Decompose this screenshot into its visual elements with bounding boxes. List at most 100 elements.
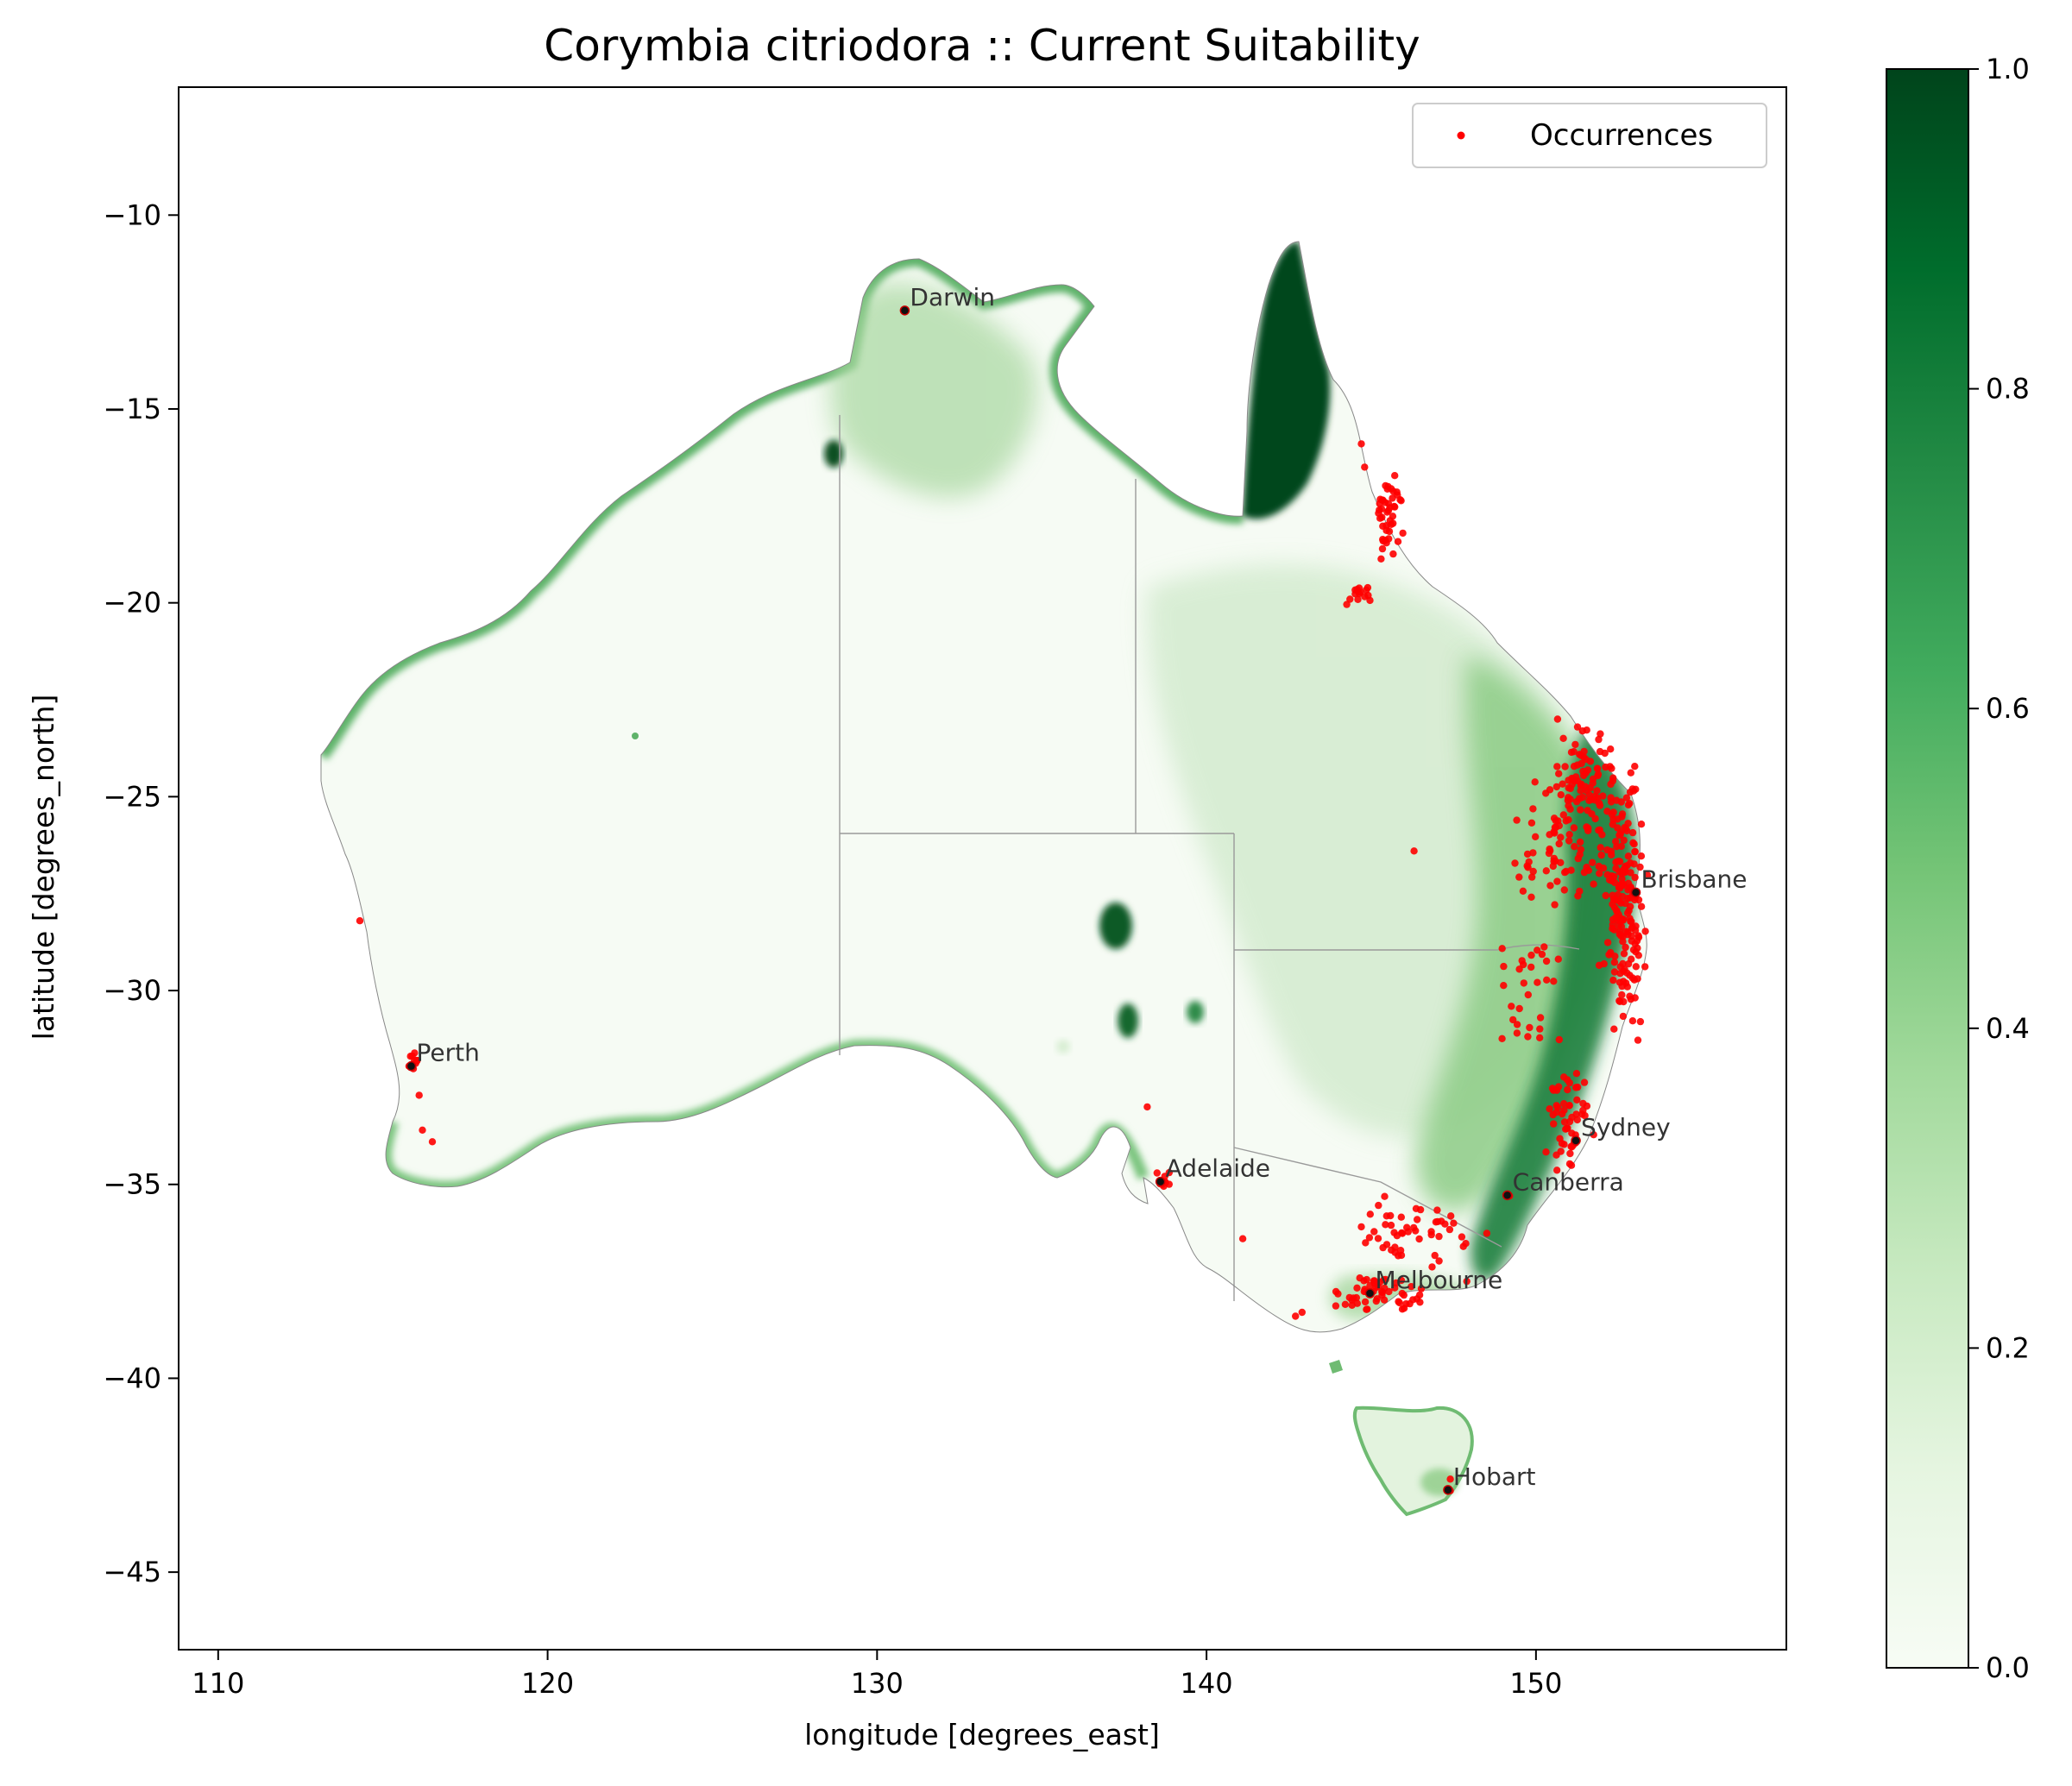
occurrence-point — [1354, 595, 1362, 603]
colorbar-tick-label: 0.8 — [1986, 373, 2030, 406]
occurrence-point — [1543, 976, 1551, 984]
occurrence-point — [1353, 1284, 1361, 1292]
occurrence-point — [1596, 802, 1604, 809]
occurrence-point — [1410, 847, 1418, 855]
occurrence-point — [1624, 801, 1633, 809]
x-axis-ticks: 110 120 130 140 150 — [192, 1650, 1562, 1700]
occurrence-point — [1542, 867, 1551, 875]
occurrence-point — [1628, 828, 1637, 837]
occurrence-point — [1565, 802, 1572, 809]
occurrence-point — [1357, 1223, 1365, 1231]
occurrence-point — [1447, 1212, 1455, 1220]
qld-nsw-border — [1234, 944, 1580, 951]
occurrence-point — [1620, 950, 1628, 958]
occurrence-point — [1446, 1475, 1454, 1483]
occurrence-point — [1508, 1003, 1515, 1010]
occurrence-point — [1567, 748, 1576, 757]
occurrence-point — [1579, 771, 1588, 780]
occurrence-point — [1526, 1023, 1534, 1032]
nsw-vic-border — [1233, 1147, 1502, 1248]
occurrence-point — [1629, 787, 1638, 795]
occurrence-point — [1529, 867, 1537, 876]
occurrence-point — [1398, 1229, 1406, 1237]
occurrence-point — [1366, 596, 1374, 605]
occurrence-point — [1343, 601, 1351, 608]
occurrence-point — [1563, 1124, 1571, 1133]
occurrence-point — [1538, 950, 1546, 959]
occurrence-point — [1546, 882, 1554, 890]
occurrence-point — [1381, 499, 1389, 506]
occurrence-point — [1598, 831, 1606, 839]
x-axis-label: longitude [degrees_east] — [804, 1718, 1160, 1751]
occurrence-point — [1602, 891, 1609, 900]
occurrence-point — [1590, 880, 1597, 888]
occurrence-point — [1375, 1201, 1382, 1210]
occurrence-point — [1564, 1085, 1571, 1094]
occurrence-point — [1596, 870, 1603, 877]
occurrence-point — [1588, 810, 1596, 818]
occurrence-point — [1546, 786, 1554, 794]
occurrence-point — [1583, 823, 1590, 831]
occurrence-point — [1593, 764, 1602, 772]
occurrence-point — [415, 1091, 423, 1099]
occurrence-point — [1427, 1230, 1435, 1239]
occurrence-point — [1524, 1033, 1532, 1041]
occurrence-point — [1608, 764, 1615, 772]
occurrence-point — [1362, 1239, 1370, 1247]
tasmania — [1329, 1360, 1474, 1517]
y-axis-ticks: −10 −15 −20 −25 −30 −35 −40 −45 — [103, 198, 179, 1588]
occurrence-point — [1626, 972, 1634, 979]
occurrence-point — [1580, 1079, 1589, 1086]
occurrence-point — [1552, 783, 1561, 791]
y-axis-label: latitude [degrees_north] — [27, 695, 60, 1041]
occurrence-point — [1568, 774, 1576, 783]
occurrence-point — [1593, 787, 1601, 795]
occurrence-point — [1580, 868, 1589, 877]
occurrence-point — [1615, 927, 1624, 935]
occurrence-point — [1597, 851, 1605, 859]
colorbar-tick-label: 0.0 — [1986, 1651, 2030, 1684]
occurrence-point — [1513, 816, 1521, 824]
occurrence-point — [1611, 878, 1619, 887]
occurrence-point — [1403, 1223, 1411, 1231]
occurrence-point — [1463, 1277, 1471, 1286]
occurrence-point — [1529, 849, 1537, 857]
occurrence-point — [1459, 1242, 1467, 1250]
occurrence-point — [1637, 852, 1646, 860]
occurrence-point — [1608, 872, 1615, 880]
occurrence-point — [1238, 1235, 1247, 1242]
occurrence-point — [1555, 821, 1564, 830]
city-label: Canberra — [1513, 1167, 1624, 1196]
occurrence-point — [1560, 1118, 1569, 1126]
occurrence-point — [1389, 550, 1397, 558]
y-tick-label: −20 — [103, 587, 161, 619]
occurrence-point — [1557, 833, 1565, 841]
occurrence-point — [1374, 1235, 1382, 1242]
occurrence-point — [1573, 1096, 1581, 1104]
occurrence-point — [1587, 796, 1595, 804]
occurrence-points — [356, 440, 1652, 1495]
occurrence-point — [1630, 840, 1638, 848]
occurrence-point — [1573, 723, 1582, 731]
occurrence-point — [1570, 763, 1578, 770]
y-tick-label: −40 — [103, 1362, 161, 1394]
occurrence-point — [1615, 858, 1622, 865]
occurrence-point — [1572, 797, 1581, 806]
occurrence-point — [1143, 1103, 1151, 1111]
occurrence-point — [1574, 854, 1583, 863]
city-label: Perth — [417, 1039, 480, 1067]
occurrence-point — [1408, 1283, 1415, 1291]
colorbar-tick-label: 1.0 — [1986, 53, 2030, 85]
occurrence-point — [1603, 808, 1611, 815]
occurrence-point — [1624, 852, 1633, 860]
occurrence-point — [1631, 873, 1639, 882]
occurrence-point — [1292, 1312, 1300, 1320]
city-markers: Darwin Brisbane Perth Sydney Adelaide Canberr… — [406, 283, 1748, 1495]
occurrence-point — [1618, 810, 1627, 818]
occurrence-point — [1634, 1036, 1642, 1044]
occurrence-point — [1573, 1116, 1582, 1124]
occurrence-point — [1399, 529, 1407, 538]
occurrence-point — [1332, 1302, 1340, 1310]
occurrence-point — [1631, 763, 1639, 770]
